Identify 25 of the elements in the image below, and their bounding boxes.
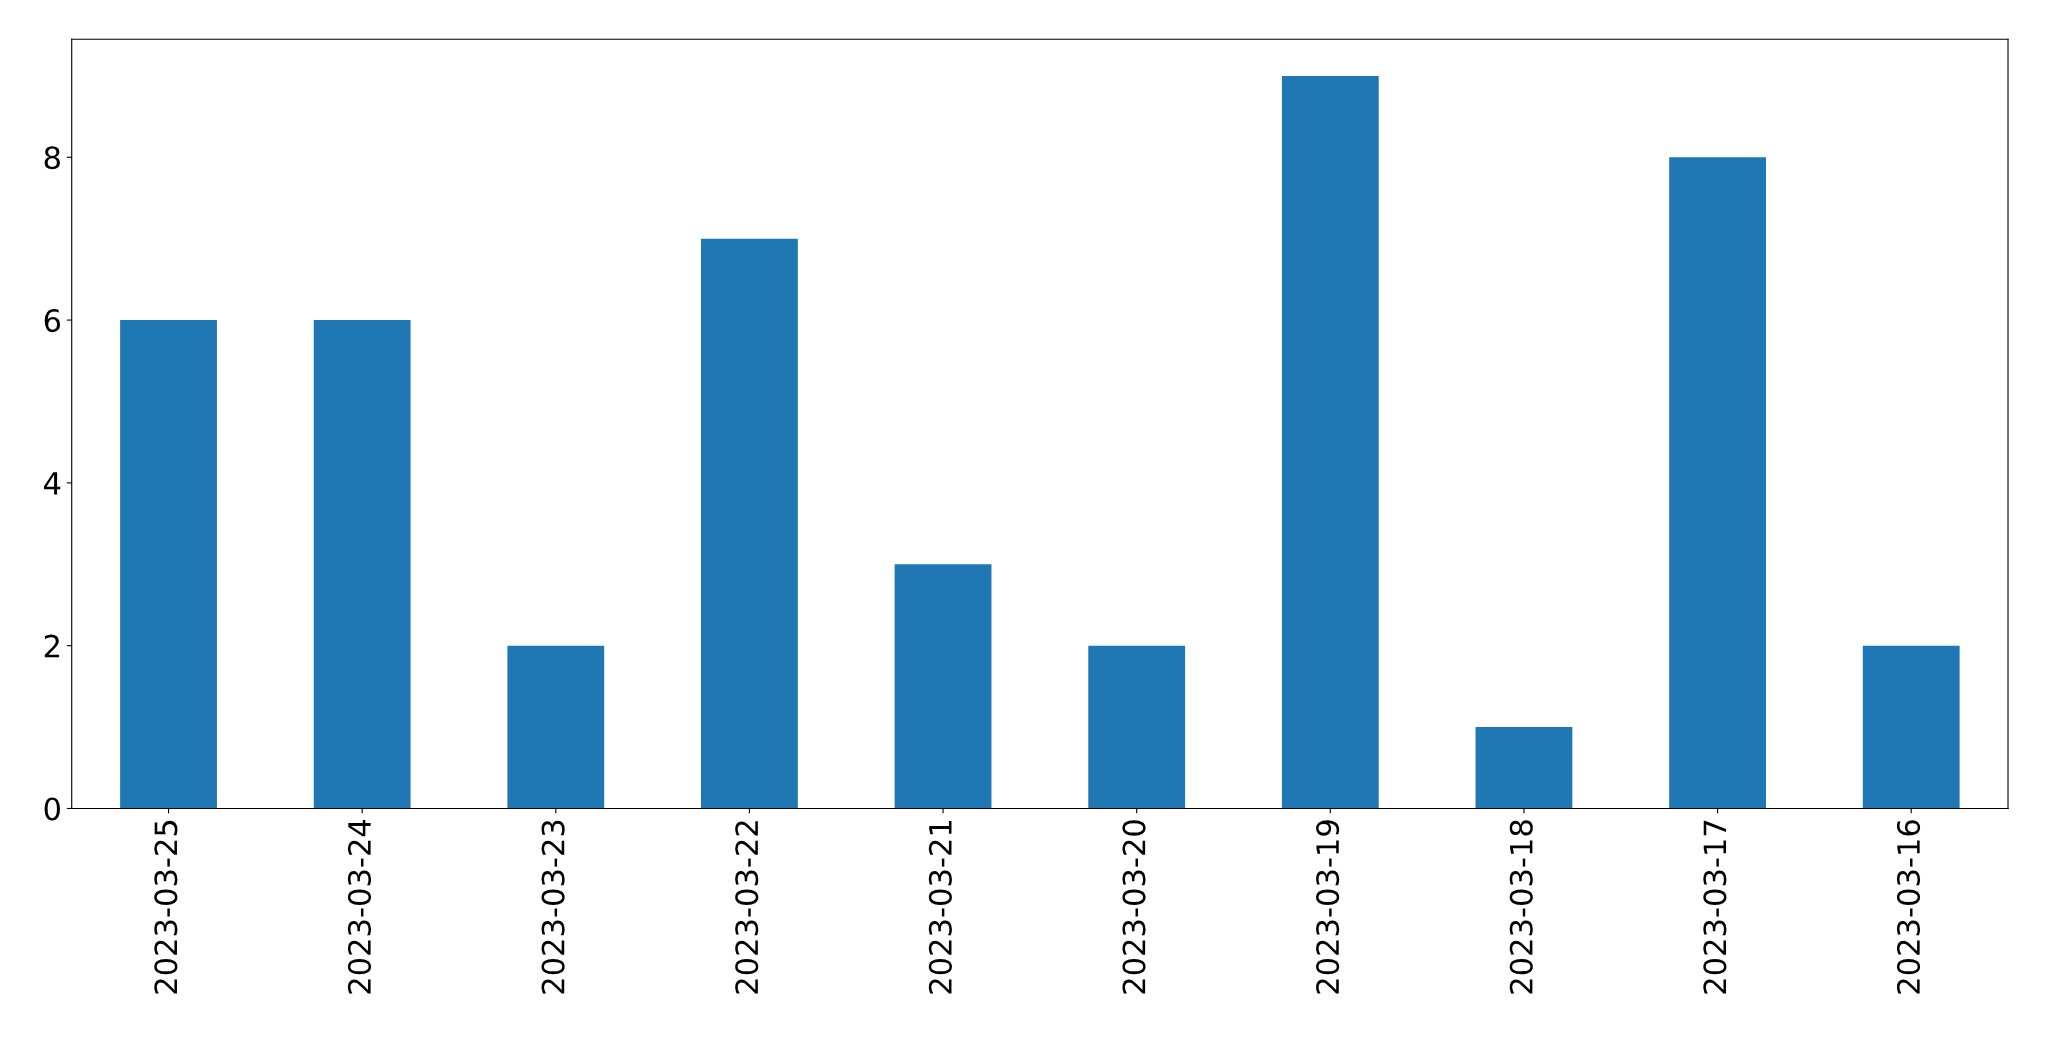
y-tick-label: 0: [44, 797, 60, 821]
x-tick-label: 2023-03-16: [1896, 820, 1921, 994]
y-tick-label: 2: [44, 634, 59, 658]
x-tick-label: 2023-03-19: [1316, 820, 1340, 994]
x-tick-label: 2023-03-18: [1509, 820, 1533, 994]
x-tick-label: 2023-03-20: [1122, 820, 1146, 994]
y-tick-label: 6: [44, 309, 61, 333]
bar: [1475, 727, 1573, 809]
bar: [1669, 157, 1766, 809]
bar: [1281, 75, 1379, 809]
x-tick-label: 2023-03-22: [735, 821, 759, 994]
y-tick-label: 8: [44, 146, 60, 170]
x-tick-label: 2023-03-17: [1703, 820, 1727, 994]
bar: [120, 320, 217, 809]
bar: [507, 645, 605, 809]
y-tick-label: 4: [44, 472, 61, 495]
bar: [701, 238, 798, 809]
bar: [894, 564, 992, 809]
bar: [313, 320, 411, 809]
bar: [1862, 645, 1960, 809]
x-tick-label: 2023-03-24: [347, 819, 372, 994]
x-tick-label: 2023-03-21: [928, 821, 952, 994]
bar: [1088, 645, 1186, 809]
x-tick-label: 2023-03-25: [154, 820, 178, 994]
x-tick-label: 2023-03-23: [541, 820, 565, 994]
